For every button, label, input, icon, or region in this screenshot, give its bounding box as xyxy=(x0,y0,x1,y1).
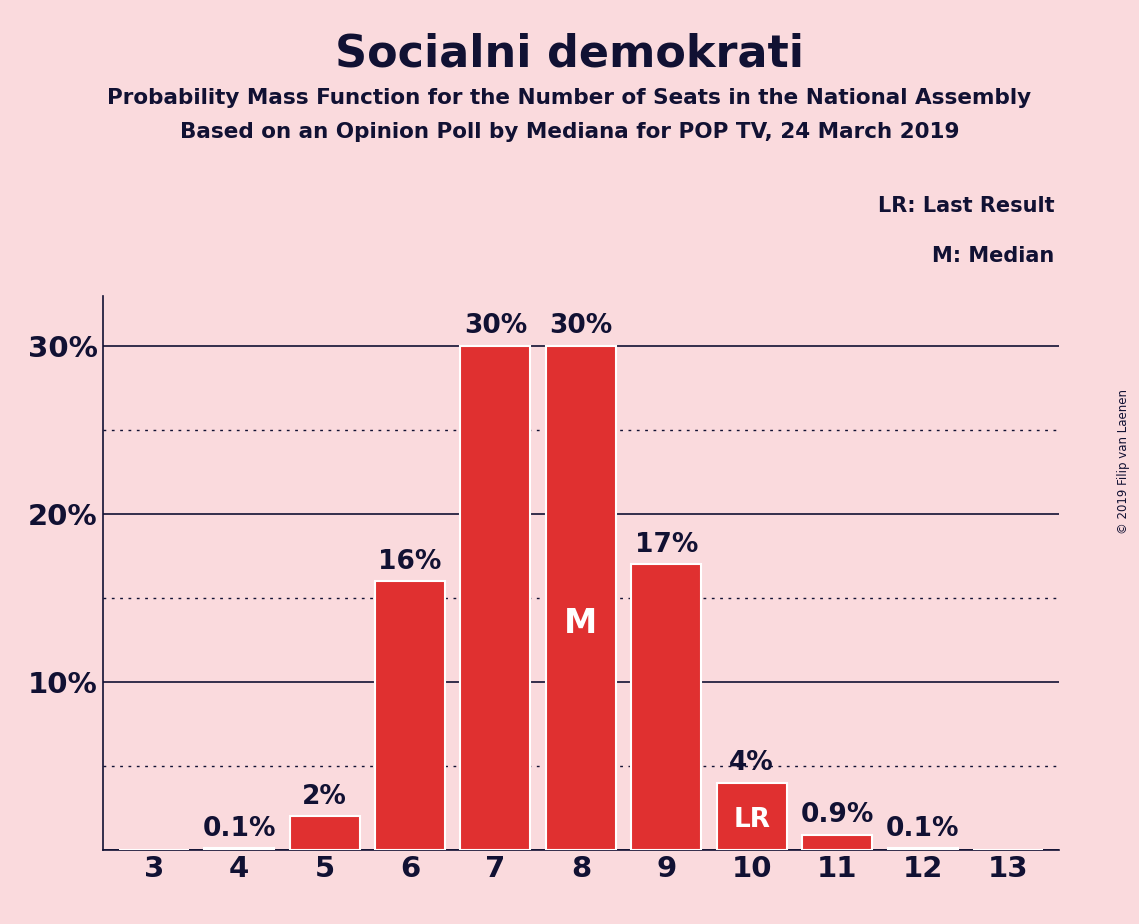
Text: 30%: 30% xyxy=(549,313,613,339)
Text: 17%: 17% xyxy=(634,531,698,558)
Bar xyxy=(631,565,702,850)
Bar xyxy=(546,346,616,850)
Text: Socialni demokrati: Socialni demokrati xyxy=(335,32,804,76)
Bar xyxy=(375,581,445,850)
Bar xyxy=(716,783,787,850)
Text: 0.1%: 0.1% xyxy=(886,816,959,842)
Text: LR: LR xyxy=(734,807,770,833)
Text: 0.9%: 0.9% xyxy=(801,802,874,828)
Text: Based on an Opinion Poll by Mediana for POP TV, 24 March 2019: Based on an Opinion Poll by Mediana for … xyxy=(180,122,959,142)
Text: M: M xyxy=(564,607,598,639)
Text: 0.1%: 0.1% xyxy=(203,816,276,842)
Text: 30%: 30% xyxy=(464,313,527,339)
Text: LR: Last Result: LR: Last Result xyxy=(878,196,1055,216)
Bar xyxy=(802,835,872,850)
Bar xyxy=(887,848,958,850)
Text: 16%: 16% xyxy=(378,549,442,575)
Text: Probability Mass Function for the Number of Seats in the National Assembly: Probability Mass Function for the Number… xyxy=(107,88,1032,108)
Bar xyxy=(460,346,531,850)
Text: © 2019 Filip van Laenen: © 2019 Filip van Laenen xyxy=(1117,390,1130,534)
Bar xyxy=(289,817,360,850)
Text: 4%: 4% xyxy=(729,750,775,776)
Text: M: Median: M: Median xyxy=(932,246,1055,266)
Bar xyxy=(204,848,274,850)
Text: 2%: 2% xyxy=(302,784,347,809)
